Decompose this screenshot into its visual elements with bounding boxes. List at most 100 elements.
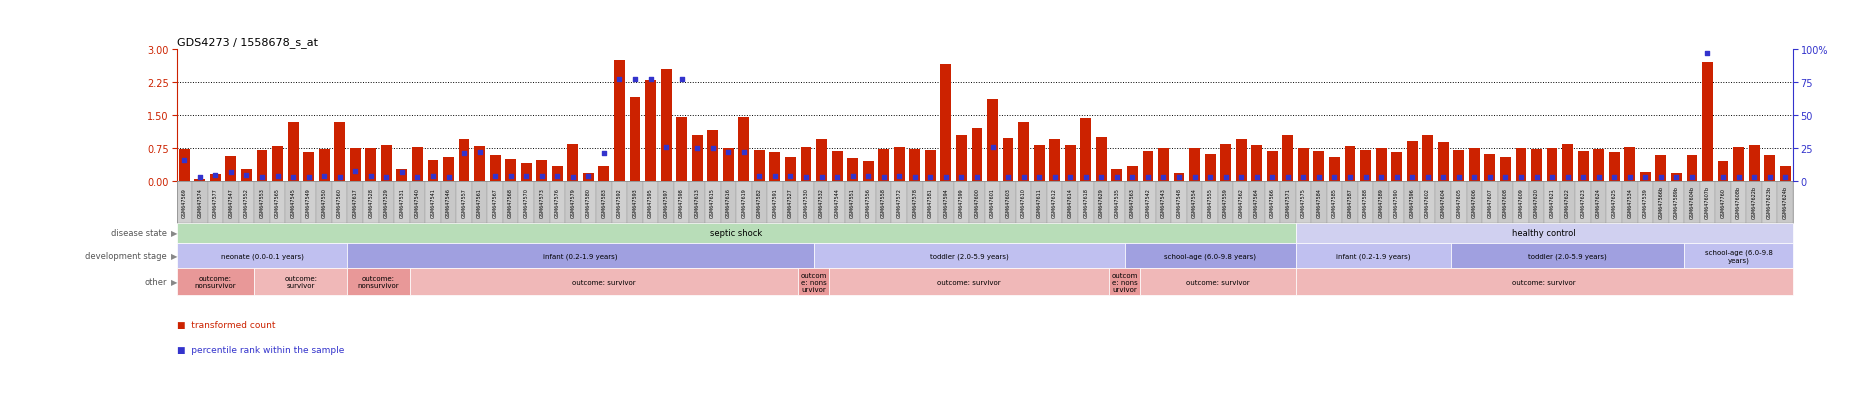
Bar [1450,182,1465,223]
Bar [984,182,999,223]
Text: ▶: ▶ [171,278,176,286]
Point [1506,174,1536,181]
Text: GSM647624: GSM647624 [1595,188,1601,217]
Point [1008,174,1038,181]
Bar [704,182,721,223]
Text: healthy control: healthy control [1512,229,1575,238]
Text: toddler (2.0-5.9 years): toddler (2.0-5.9 years) [928,253,1008,259]
Text: infant (0.2-1.9 years): infant (0.2-1.9 years) [1335,253,1409,259]
Text: GSM647556: GSM647556 [865,188,871,217]
Point [1489,174,1519,181]
Bar [1406,142,1417,182]
Bar [815,140,826,182]
Point [574,173,604,180]
Bar [630,98,641,182]
Text: GSM647592: GSM647592 [617,188,622,217]
Text: GSM647621: GSM647621 [1549,188,1554,217]
Bar [349,149,360,182]
Text: GSM647561: GSM647561 [477,188,481,217]
Bar [1294,223,1792,244]
Bar [1419,182,1435,223]
Bar [1031,182,1045,223]
Point [728,150,758,156]
Text: ▶: ▶ [171,229,176,238]
Text: GSM647616: GSM647616 [726,188,730,217]
Text: toddler (2.0-5.9 years): toddler (2.0-5.9 years) [1528,253,1606,259]
Text: GSM647583: GSM647583 [602,188,605,217]
Bar [490,155,500,182]
Bar [1328,157,1339,182]
Text: outcome: survivor: outcome: survivor [1512,279,1575,285]
Bar [828,268,1109,295]
Bar [1512,182,1528,223]
Point [1630,174,1660,181]
Point [930,174,960,181]
Bar [1621,182,1636,223]
Text: GSM647615: GSM647615 [709,188,715,217]
Bar [661,69,670,182]
Bar [971,129,982,182]
Text: GSM647546: GSM647546 [446,188,451,217]
Bar [459,140,470,182]
Bar [1682,244,1792,268]
Text: GSM647535: GSM647535 [1114,188,1118,217]
Bar [271,147,282,182]
Bar [533,182,550,223]
Bar [1562,144,1573,182]
Bar [674,182,689,223]
Point [1521,174,1551,181]
Bar [999,182,1016,223]
Bar [1203,154,1214,182]
Bar [769,153,780,182]
Point [945,174,975,181]
Text: GSM647618: GSM647618 [1083,188,1088,217]
Bar [1298,149,1307,182]
Bar [1313,152,1324,182]
Bar [1341,182,1357,223]
Bar [565,182,581,223]
Text: GSM647579: GSM647579 [570,188,576,217]
Point [1148,174,1177,181]
Point [1116,174,1146,181]
Text: GSM647567: GSM647567 [492,188,498,217]
Point [293,174,323,181]
Bar [1110,170,1122,182]
Text: GSM647593: GSM647593 [631,188,637,217]
Bar [752,182,767,223]
Point [838,173,867,180]
Bar [256,151,267,182]
Bar [845,182,860,223]
Text: GSM647563: GSM647563 [1129,188,1135,217]
Text: GSM647608: GSM647608 [1502,188,1508,217]
Text: GSM647530: GSM647530 [802,188,808,217]
Point [1365,174,1395,181]
Bar [676,118,687,182]
Text: GSM647625: GSM647625 [1610,188,1616,217]
Point [1304,174,1333,181]
Bar [1543,182,1560,223]
Text: disease state: disease state [111,229,167,238]
Text: GSM647548: GSM647548 [1175,188,1181,217]
Point [652,144,682,151]
Bar [396,169,407,182]
Text: GSM647560: GSM647560 [336,188,342,217]
Bar [611,182,628,223]
Bar [1699,182,1714,223]
Point [186,174,215,181]
Bar [178,150,189,182]
Point [1567,174,1597,181]
Text: GSM647604b: GSM647604b [1688,186,1694,219]
Text: GSM647605: GSM647605 [1456,188,1460,217]
Bar [409,182,425,223]
Bar [893,147,904,182]
Bar [581,182,596,223]
Text: ■  percentile rank within the sample: ■ percentile rank within the sample [176,345,344,354]
Text: GSM647609: GSM647609 [1517,188,1523,217]
Bar [362,182,379,223]
Bar [319,150,329,182]
Point [604,77,633,83]
Text: GSM647760: GSM647760 [1720,188,1725,217]
Bar [1140,182,1155,223]
Bar [1311,182,1326,223]
Text: GSM647527: GSM647527 [787,188,793,217]
